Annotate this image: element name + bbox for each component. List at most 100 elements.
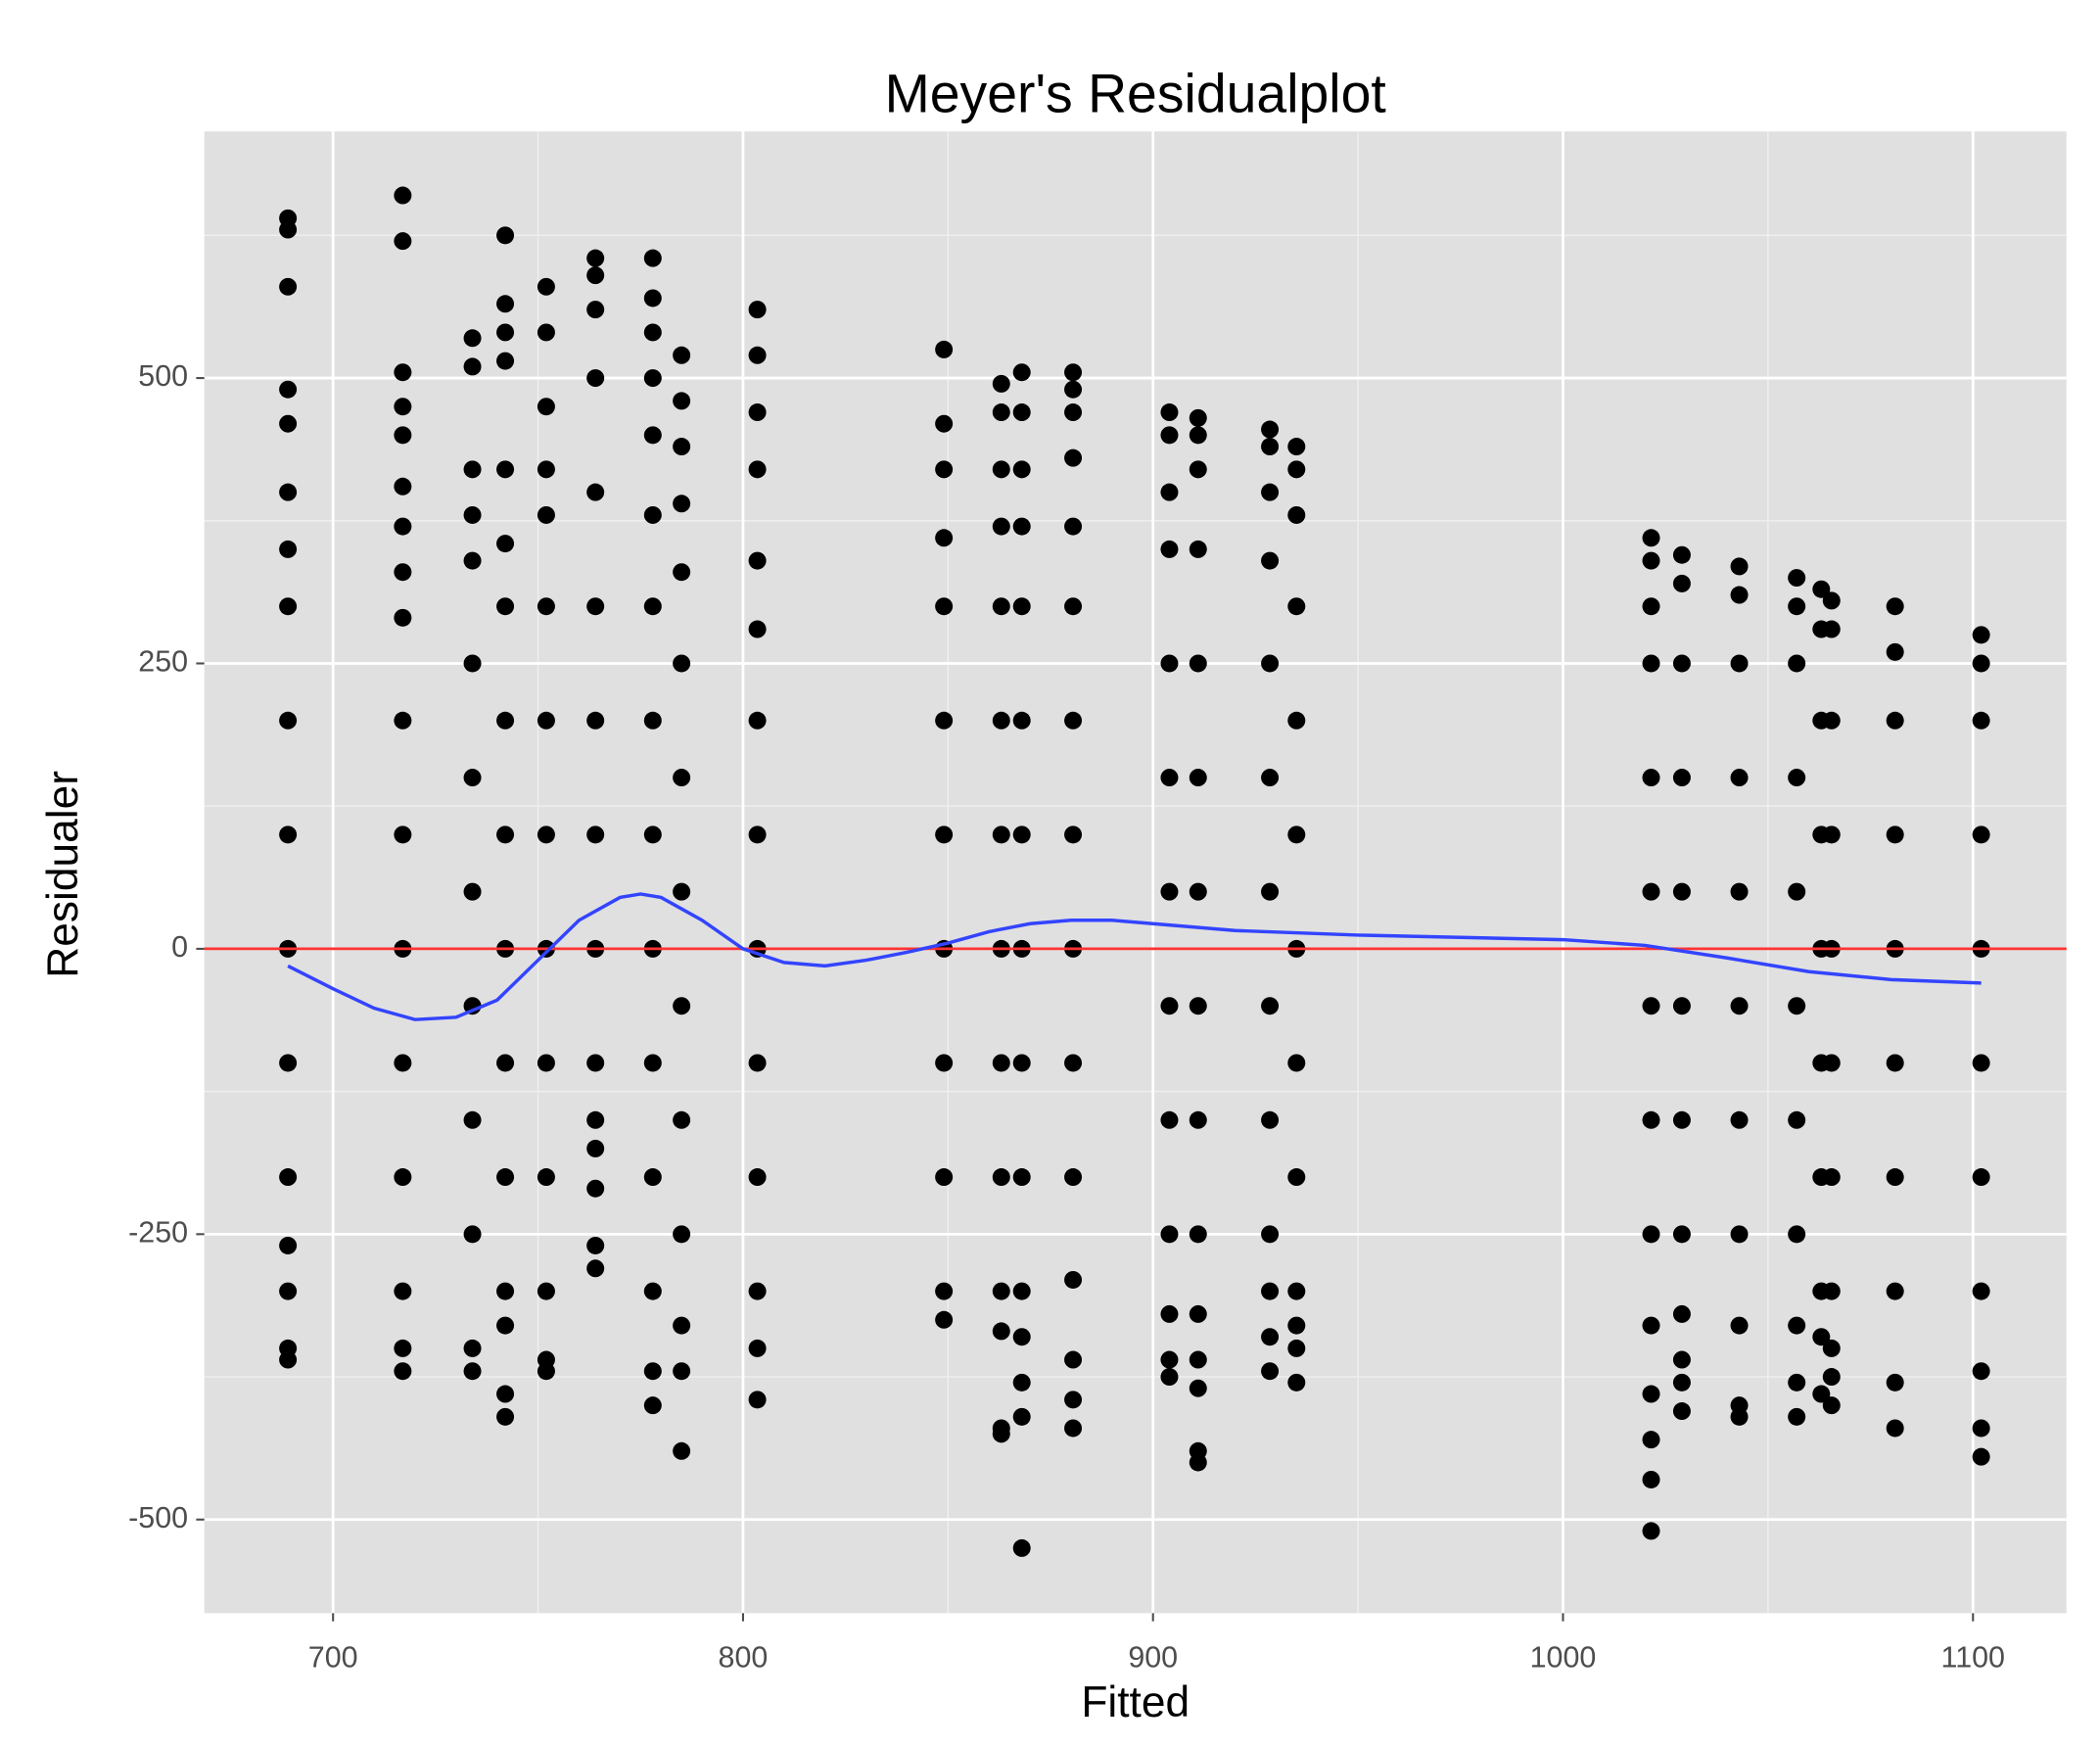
point xyxy=(394,398,412,416)
point xyxy=(1189,1304,1207,1323)
point xyxy=(394,826,412,844)
point xyxy=(1012,1407,1031,1426)
point xyxy=(1189,540,1207,558)
chart-title: Meyer's Residualplot xyxy=(885,63,1386,123)
point xyxy=(1189,769,1207,787)
point xyxy=(1886,1168,1904,1187)
point xyxy=(1886,1373,1904,1392)
point xyxy=(1261,438,1280,456)
point xyxy=(279,540,298,558)
point xyxy=(496,323,515,342)
point xyxy=(394,186,412,205)
point xyxy=(1261,1225,1280,1244)
point xyxy=(1287,1282,1306,1300)
point xyxy=(1822,826,1841,844)
point xyxy=(1642,1110,1660,1129)
point xyxy=(643,826,662,844)
point xyxy=(279,277,298,296)
point xyxy=(748,1391,767,1409)
point xyxy=(673,1110,691,1129)
point xyxy=(992,826,1010,844)
x-tick-label: 800 xyxy=(719,1640,769,1674)
point xyxy=(1012,517,1031,536)
point xyxy=(279,414,298,433)
point xyxy=(394,1168,412,1187)
point xyxy=(1642,769,1660,787)
point xyxy=(992,1282,1010,1300)
point xyxy=(1972,826,1990,844)
point xyxy=(935,597,954,616)
x-tick-label: 1100 xyxy=(1941,1640,2005,1674)
point xyxy=(496,1385,515,1403)
point xyxy=(643,1396,662,1415)
point xyxy=(1788,1407,1806,1426)
point xyxy=(1064,1350,1083,1369)
point xyxy=(1812,1385,1831,1403)
point xyxy=(1972,1054,1990,1072)
y-tick-label: 0 xyxy=(171,930,188,964)
point xyxy=(1886,1054,1904,1072)
point xyxy=(992,597,1010,616)
point xyxy=(992,1168,1010,1187)
point xyxy=(496,1168,515,1187)
point xyxy=(992,1322,1010,1341)
point xyxy=(673,1362,691,1381)
y-tick-label: 250 xyxy=(138,645,188,679)
point xyxy=(1672,1110,1691,1129)
point xyxy=(935,1168,954,1187)
point xyxy=(1730,1407,1749,1426)
point xyxy=(1642,997,1660,1015)
point xyxy=(1160,882,1179,901)
y-tick-label: -500 xyxy=(128,1501,188,1534)
point xyxy=(1287,1054,1306,1072)
point xyxy=(1788,1110,1806,1129)
point xyxy=(1788,654,1806,673)
point xyxy=(1730,1225,1749,1244)
point xyxy=(586,1179,605,1198)
point xyxy=(1160,403,1179,422)
point xyxy=(1730,997,1749,1015)
point xyxy=(279,483,298,501)
point xyxy=(1788,569,1806,588)
point xyxy=(1064,1419,1083,1438)
point xyxy=(643,711,662,730)
point xyxy=(748,403,767,422)
point xyxy=(1812,580,1831,598)
point xyxy=(1672,1304,1691,1323)
point xyxy=(1160,769,1179,787)
point xyxy=(463,882,482,901)
point xyxy=(279,220,298,239)
point xyxy=(1788,1373,1806,1392)
point xyxy=(643,1168,662,1187)
point xyxy=(643,426,662,445)
point xyxy=(394,1054,412,1072)
point xyxy=(1012,403,1031,422)
point xyxy=(1012,1282,1031,1300)
point xyxy=(537,460,555,479)
point xyxy=(1189,408,1207,427)
point xyxy=(1730,769,1749,787)
point xyxy=(1287,597,1306,616)
point xyxy=(586,1139,605,1157)
point xyxy=(1287,438,1306,456)
point xyxy=(992,403,1010,422)
point xyxy=(673,1441,691,1460)
point xyxy=(394,232,412,251)
point xyxy=(463,1225,482,1244)
point xyxy=(537,323,555,342)
point xyxy=(1064,363,1083,382)
point xyxy=(1160,1225,1179,1244)
point xyxy=(463,460,482,479)
point xyxy=(1972,1282,1990,1300)
point xyxy=(586,1259,605,1278)
point xyxy=(1972,1447,1990,1466)
point xyxy=(394,563,412,582)
point xyxy=(1886,597,1904,616)
point xyxy=(1012,711,1031,730)
point xyxy=(586,1110,605,1129)
point xyxy=(537,277,555,296)
point xyxy=(1261,997,1280,1015)
point xyxy=(279,826,298,844)
point xyxy=(1672,1225,1691,1244)
